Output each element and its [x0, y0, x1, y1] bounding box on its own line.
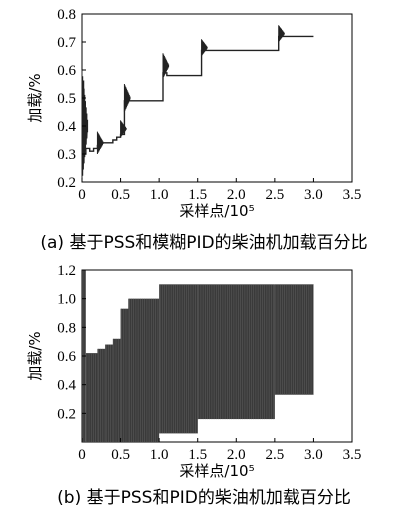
chart-b-caption: (b) 基于PSS和PID的柴油机加载百分比: [57, 488, 351, 508]
chart-a-x-ticks: 0 0.5 1.0 1.5 2.0 2.5 3.0 3.5: [78, 178, 361, 203]
chart-b-band: [105, 344, 113, 442]
chart-a-x-tick-label: 2.0: [227, 187, 246, 203]
chart-a-oscillation: [201, 39, 208, 57]
chart-a-series-line: [82, 35, 314, 155]
chart-b-y-tick-label: 0.4: [57, 378, 76, 394]
chart-b-y-tick-label: 1.0: [57, 292, 76, 308]
chart-a-y-tick-label: 0.4: [57, 119, 76, 135]
chart-a-y-tick-label: 0.5: [57, 91, 76, 107]
chart-a-x-tick-label: 0.5: [111, 187, 130, 203]
chart-a-x-tick-label: 2.5: [265, 187, 284, 203]
chart-a-y-tick-label: 0.3: [57, 147, 76, 163]
chart-b-ylabel: 加载/%: [26, 331, 44, 380]
chart-b-x-tick-label: 0: [78, 447, 86, 463]
chart-b-x-tick-label: 2.0: [227, 447, 246, 463]
chart-b-x-tick-label: 3.0: [304, 447, 323, 463]
chart-a-x-tick-label: 1.0: [150, 187, 169, 203]
chart-b-band: [159, 284, 198, 434]
chart-a: 0 0.5 1.0 1.5 2.0 2.5 3.0 3.5 0.20.30.40.50.60.…: [26, 7, 368, 253]
chart-a-oscillation: [96, 131, 104, 155]
chart-b-x-tick-label: 2.5: [265, 447, 284, 463]
chart-b-xlabel: 采样点/10⁵: [179, 462, 254, 480]
chart-a-oscillation: [278, 25, 285, 43]
chart-a-oscillation: [162, 53, 170, 79]
chart-b-band: [128, 298, 160, 442]
chart-a-y-tick-label: 0.6: [57, 63, 76, 79]
chart-b-bands: [82, 270, 314, 442]
chart-b-y-tick-label: 0.2: [57, 406, 76, 422]
chart-b-x-ticks: 0 0.5 1.0 1.5 2.0 2.5 3.0 3.5: [78, 438, 361, 463]
chart-a-x-tick-label: 3.0: [304, 187, 323, 203]
chart-a-y-ticks: 0.2 0.3 0.4 0.5 0.6 0.7 0.8: [57, 7, 86, 191]
chart-b-x-tick-label: 1.5: [188, 447, 207, 463]
chart-a-oscillations: [81, 25, 285, 183]
chart-a-ylabel: 加载/%: [26, 73, 44, 122]
chart-a-y-tick-label: 0.8: [57, 7, 76, 23]
chart-b: 0 0.5 1.0 1.5 2.0 2.5 3.0 3.5 0.2 0.4 0.6 0.8 1.0 1.…: [26, 263, 361, 508]
chart-b-band: [97, 348, 106, 442]
chart-a-oscillation: [123, 84, 131, 113]
chart-a-x-tick-label: 3.5: [343, 187, 362, 203]
chart-b-band: [120, 308, 129, 442]
chart-b-x-tick-label: 1.0: [150, 447, 169, 463]
chart-a-caption: (a) 基于PSS和模糊PID的柴油机加载百分比: [40, 233, 367, 253]
chart-a-plot-area: [81, 13, 353, 183]
chart-a-xlabel: 采样点/10⁵: [179, 202, 254, 220]
chart-a-x-tick-label: 0: [78, 187, 86, 203]
chart-b-y-tick-label: 0.6: [57, 349, 76, 365]
chart-b-band: [85, 353, 98, 442]
chart-a-x-tick-label: 1.5: [188, 187, 207, 203]
chart-b-x-tick-label: 3.5: [343, 447, 362, 463]
chart-b-y-tick-label: 0.8: [57, 320, 76, 336]
chart-b-y-tick-label: 1.2: [57, 263, 76, 279]
chart-b-y-ticks: 0.2 0.4 0.6 0.8 1.0 1.2: [57, 263, 86, 422]
chart-a-y-tick-label: 0.2: [57, 175, 76, 191]
chart-b-x-tick-label: 0.5: [111, 447, 130, 463]
chart-a-y-tick-label: 0.7: [57, 35, 76, 51]
chart-b-band: [274, 284, 314, 395]
chart-b-band: [112, 338, 121, 442]
